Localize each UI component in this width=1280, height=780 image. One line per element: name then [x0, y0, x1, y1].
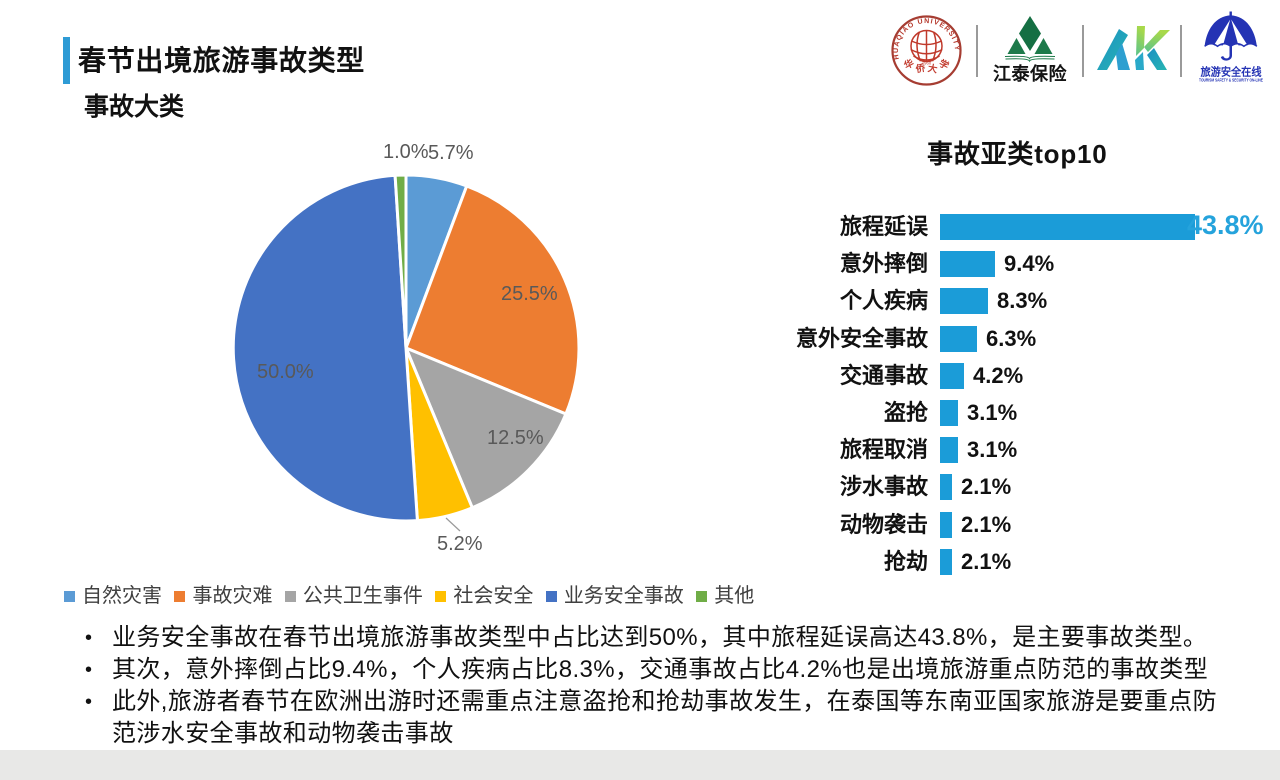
svg-text:1960: 1960	[922, 61, 932, 66]
svg-text:TOURISM SAFETY & SECURITY ON-L: TOURISM SAFETY & SECURITY ON-LINE	[1199, 78, 1263, 83]
svg-text:侨: 侨	[914, 62, 927, 76]
svg-text:大: 大	[927, 62, 939, 76]
svg-text:旅游安全在线: 旅游安全在线	[1201, 66, 1262, 79]
svg-text:江泰保险: 江泰保险	[993, 63, 1067, 84]
